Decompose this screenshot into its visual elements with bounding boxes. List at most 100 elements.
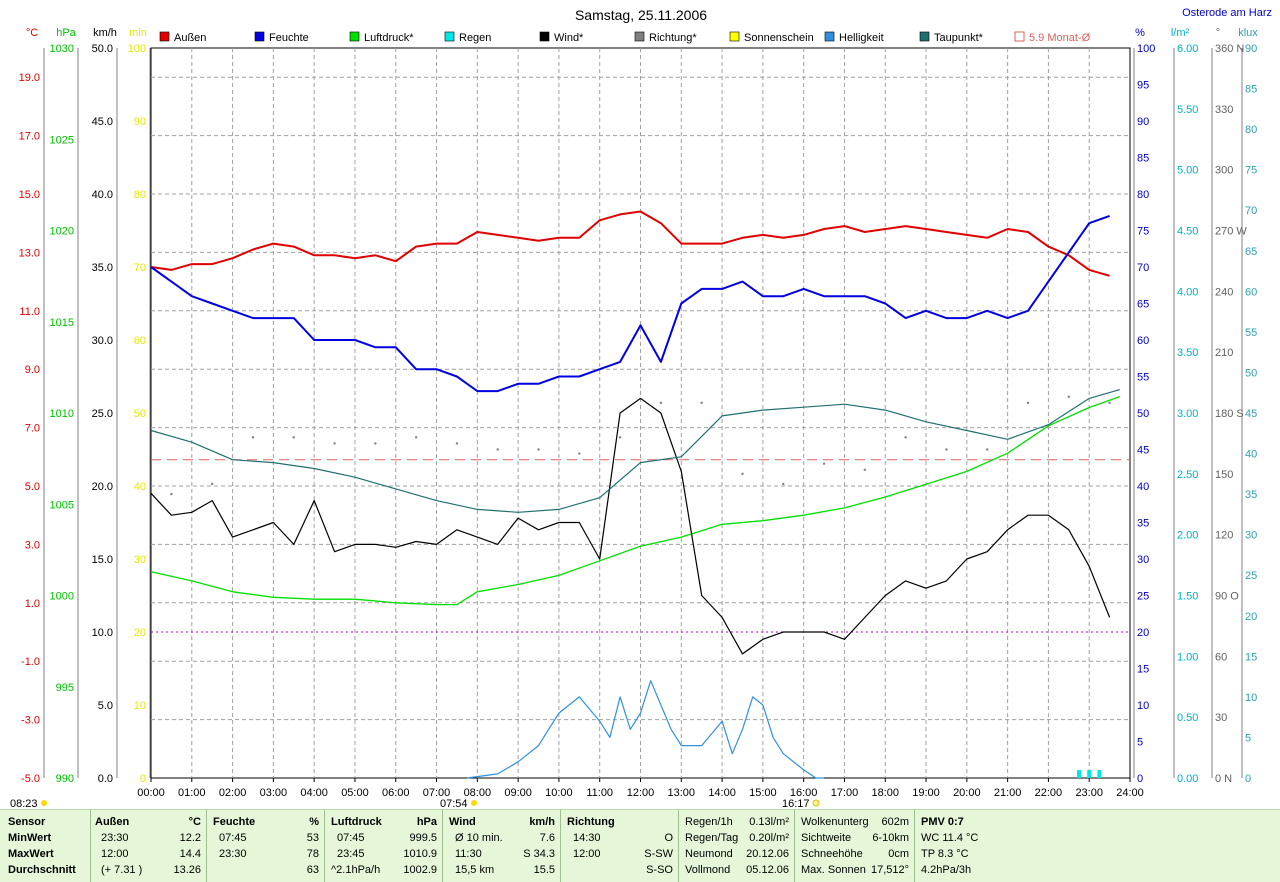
maxsonnen-val: 17,512° bbox=[870, 864, 909, 876]
pmv-value: PMV 0:7 bbox=[921, 816, 964, 828]
feuchte-max-val: 78 bbox=[306, 848, 319, 860]
right-axis-tick: 30 bbox=[1245, 530, 1257, 542]
aussen-avg-val: 13.26 bbox=[173, 864, 201, 876]
x-tick-label: 09:00 bbox=[504, 787, 532, 799]
x-tick-label: 13:00 bbox=[668, 787, 696, 799]
axes-group: °C 19.0 17.0 15.0 13.0 11.0 9.0 7.0 5.0 3.0 1.0 -1.… bbox=[19, 27, 1259, 799]
left-axis-tick: 7.0 bbox=[25, 423, 40, 435]
right-axis-tick: 30 bbox=[1137, 554, 1149, 566]
right-axis-tick: 30 bbox=[1215, 712, 1227, 724]
right-axis-tick: 70 bbox=[1245, 205, 1257, 217]
legend-label: Wind* bbox=[554, 32, 584, 44]
row-label-avg: Durchschnitt bbox=[8, 864, 76, 876]
right-axis-tick: 3.50 bbox=[1177, 347, 1198, 359]
right-axis-tick: 25 bbox=[1245, 570, 1257, 582]
sunrise-time: 07:54 bbox=[440, 798, 468, 809]
left-axis-tick: -5.0 bbox=[21, 773, 40, 785]
series-line-taupunkt bbox=[150, 389, 1120, 513]
right-axis-tick: 4.00 bbox=[1177, 286, 1198, 298]
legend-label: Taupunkt* bbox=[934, 32, 984, 44]
legend-swatch bbox=[444, 31, 455, 42]
richtung-avg-val: S-SO bbox=[646, 864, 673, 876]
right-axis-tick: 90 bbox=[1137, 116, 1149, 128]
series-point-richtung bbox=[782, 482, 785, 486]
luftdruck-min-time: 07:45 bbox=[337, 832, 365, 844]
series-point-richtung bbox=[170, 492, 173, 496]
right-axis-tick: 360 N bbox=[1215, 43, 1244, 55]
x-tick-label: 07:00 bbox=[423, 787, 451, 799]
col-luftdruck: Luftdruck hPa 07:45 999.5 23:45 1010.9 ^… bbox=[324, 810, 443, 882]
left-axis-tick: 1010 bbox=[50, 408, 74, 420]
left-axis-tick: 40 bbox=[134, 481, 146, 493]
right-axis-tick: 55 bbox=[1137, 372, 1149, 384]
right-axis-tick: 15 bbox=[1245, 651, 1257, 663]
right-axis-tick: 35 bbox=[1137, 518, 1149, 530]
legend-label: Außen bbox=[174, 32, 206, 44]
left-axis-tick: 100 bbox=[128, 43, 146, 55]
right-axis-tick: 180 S bbox=[1215, 408, 1244, 420]
series-point-richtung bbox=[292, 436, 295, 439]
series-point-richtung bbox=[904, 436, 907, 439]
right-axis-tick: 90 bbox=[1245, 43, 1257, 55]
series-point-richtung bbox=[659, 401, 663, 405]
series-point-richtung bbox=[741, 472, 744, 476]
right-axis-tick: 1.00 bbox=[1177, 651, 1198, 663]
aussen-min-time: 23:30 bbox=[101, 832, 129, 844]
right-axis-tick: 65 bbox=[1245, 246, 1257, 258]
feuchte-header: Feuchte bbox=[213, 816, 256, 828]
left-axis-tick: 5.0 bbox=[98, 700, 113, 712]
sensor-header: Sensor bbox=[8, 816, 46, 828]
series-point-richtung bbox=[1108, 401, 1111, 405]
wind-max-val: S 34.3 bbox=[523, 848, 555, 860]
row-label-min: MinWert bbox=[8, 832, 52, 844]
x-tick-label: 20:00 bbox=[953, 787, 981, 799]
x-tick-label: 14:00 bbox=[708, 787, 736, 799]
legend-label: Richtung* bbox=[649, 32, 697, 44]
x-tick-label: 08:00 bbox=[464, 787, 492, 799]
x-tick-label: 01:00 bbox=[178, 787, 206, 799]
series-line-auen bbox=[150, 210, 1110, 277]
left-axis-tick: 17.0 bbox=[19, 131, 40, 143]
x-tick-label: 18:00 bbox=[871, 787, 899, 799]
sun-left-time: 08:23 bbox=[10, 798, 38, 809]
left-axis-tick: 9.0 bbox=[25, 364, 40, 376]
left-axis-tick: 1020 bbox=[50, 226, 74, 238]
col-pmv: PMV 0:7 WC 11.4 °C TP 8.3 °C 4.2hPa/3h bbox=[914, 810, 1280, 882]
wind-avg-val: 15.5 bbox=[533, 864, 555, 876]
windchill-value: WC 11.4 °C bbox=[921, 832, 979, 844]
left-axis-tick: -1.0 bbox=[21, 656, 40, 668]
reference-lines bbox=[151, 459, 1130, 633]
right-axis-tick: 60 bbox=[1215, 651, 1227, 663]
luftdruck-trend: ^2.1hPa/h bbox=[331, 864, 381, 876]
vollmond-val: 05.12.06 bbox=[746, 864, 789, 876]
legend-swatch bbox=[159, 31, 170, 42]
sunset-time: 16:17 bbox=[782, 798, 810, 809]
x-tick-label: 11:00 bbox=[586, 787, 613, 799]
left-axis-tick: 995 bbox=[56, 682, 74, 694]
series-line-wind bbox=[150, 397, 1111, 655]
x-tick-label: 06:00 bbox=[382, 787, 410, 799]
luftdruck-header: Luftdruck bbox=[331, 816, 382, 828]
neumond-label: Neumond bbox=[685, 848, 733, 860]
left-axis-tick: 30.0 bbox=[92, 335, 113, 347]
legend-swatch bbox=[254, 31, 265, 42]
right-axis-tick: 35 bbox=[1245, 489, 1257, 501]
weather-chart: °C 19.0 17.0 15.0 13.0 11.0 9.0 7.0 5.0 3.0 1.0 -1.… bbox=[10, 7, 1272, 809]
right-axis-tick: 100 bbox=[1137, 43, 1155, 55]
right-axis-tick: 2.50 bbox=[1177, 469, 1198, 481]
left-axis-tick: 20.0 bbox=[92, 481, 113, 493]
right-axis-tick: 0 N bbox=[1215, 773, 1232, 785]
sunset-marker bbox=[812, 799, 820, 807]
series-line-helligkeit bbox=[467, 680, 825, 779]
richtung-min-time: 14:30 bbox=[573, 832, 601, 844]
right-axis-tick: 80 bbox=[1137, 189, 1149, 201]
regen-tag-label: Regen/Tag bbox=[685, 832, 739, 844]
wind-distance: 15,5 km bbox=[455, 864, 495, 876]
feuchte-min-time: 07:45 bbox=[219, 832, 247, 844]
series-bar-regen bbox=[1077, 770, 1082, 778]
left-axis-tick: 90 bbox=[134, 116, 146, 128]
right-axis-tick: 270 W bbox=[1215, 226, 1247, 238]
legend-label: Helligkeit bbox=[839, 32, 884, 44]
aussen-max-time: 12:00 bbox=[101, 848, 129, 860]
left-axis-tick: 5.0 bbox=[25, 481, 40, 493]
